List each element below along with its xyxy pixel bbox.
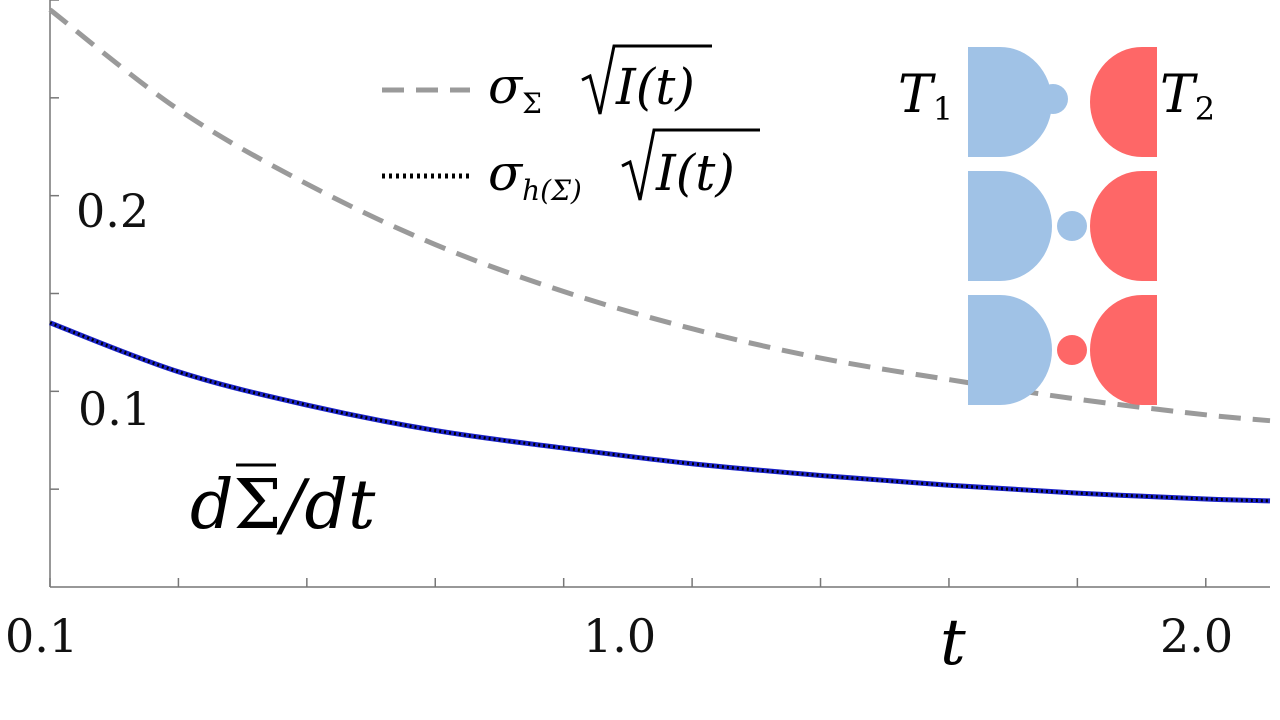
inset-row-1: [968, 171, 1157, 281]
inset-diagram: T1 T2: [898, 47, 1215, 405]
legend-2-sqrt: [621, 128, 760, 201]
inset-label-t2: T2: [1160, 65, 1215, 128]
inset-label-t1-main: T: [898, 65, 936, 125]
inset-system-dot-2: [1057, 335, 1087, 365]
x-axis-title: t: [940, 606, 966, 680]
y-axis-title-d: d: [190, 466, 234, 545]
y-axis-title-sigma: Σ: [234, 466, 282, 545]
y-axis-title: dΣ/dt: [190, 463, 376, 545]
x-axis-ticks: [49, 578, 1207, 587]
inset-system-dot-0: [1038, 84, 1068, 114]
series-0-line: [48, 7, 1271, 424]
inset-reservoir-t2-2: [1090, 295, 1157, 405]
inset-label-t2-main: T: [1160, 65, 1198, 125]
legend-2-arg: I(t): [655, 144, 735, 202]
inset-reservoir-t1-1: [968, 171, 1052, 281]
y-tick-label-0: 0.1: [78, 382, 151, 436]
x-tick-label-0: 0.1: [5, 609, 78, 663]
inset-row-0: [968, 47, 1157, 157]
x-tick-label-1: 1.0: [583, 609, 656, 663]
y-axis-title-rest: /dt: [276, 466, 376, 545]
inset-label-t1: T1: [898, 65, 953, 128]
legend-entry-2: σh(Σ): [488, 144, 582, 207]
legend-1-sigma: σ: [488, 57, 524, 115]
legend-1-sqrt: [581, 44, 712, 115]
inset-system-dot-1: [1057, 211, 1087, 241]
inset-reservoir-t2-0: [1090, 47, 1157, 157]
legend-2-sigma: σ: [488, 144, 524, 202]
inset-reservoir-t1-0: [968, 47, 1052, 157]
series-layer: [48, 7, 1271, 504]
legend-1-arg: I(t): [615, 58, 695, 116]
inset-label-t1-sub: 1: [933, 90, 953, 128]
y-tick-label-1: 0.2: [76, 184, 149, 238]
svg-text:dΣ/dt: dΣ/dt: [190, 466, 376, 545]
inset-rows: [968, 47, 1157, 405]
inset-reservoir-t2-1: [1090, 171, 1157, 281]
y-axis-ticks: [50, 0, 59, 490]
legend: σΣ I(t) σh(Σ) I(t): [382, 44, 760, 207]
legend-entry-1: σΣ: [488, 57, 542, 120]
inset-label-t2-sub: 2: [1195, 90, 1215, 128]
inset-reservoir-t1-2: [968, 295, 1052, 405]
legend-1-sub: Σ: [522, 87, 542, 120]
legend-2-sub: h(Σ): [522, 174, 582, 207]
x-tick-label-2: 2.0: [1160, 609, 1233, 663]
series-1-line: [49, 320, 1271, 504]
inset-row-2: [968, 295, 1157, 405]
